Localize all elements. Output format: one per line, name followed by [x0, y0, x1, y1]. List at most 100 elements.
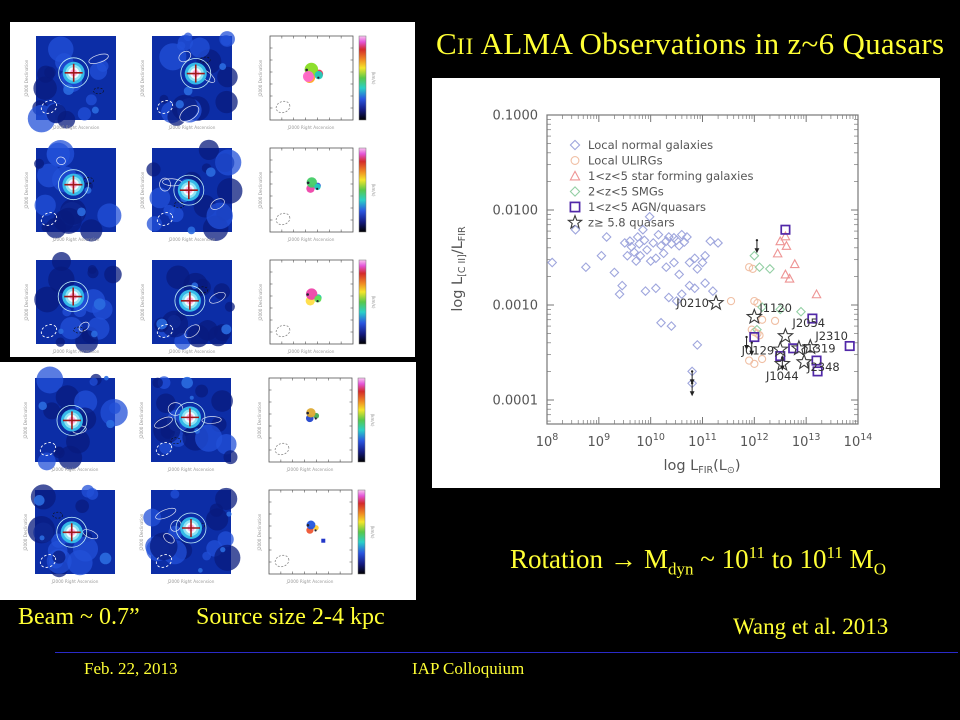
ra-axis-label: J2000 Right Ascension [52, 349, 100, 354]
x-tick-label: 1011 [688, 432, 717, 450]
velocity-colorbar [357, 377, 366, 463]
dec-axis-label: J2000 Declination [139, 401, 144, 439]
series-circle [726, 263, 780, 368]
cii-lfir-scatter-plot: 108 109 1010 1011 1012 1013 1014 0.1000 0.0100 0.… [450, 109, 873, 477]
velocity-colorbar [357, 489, 366, 575]
title-rest: ALMA Observations in z~6 Quasars [474, 26, 945, 61]
cii-intensity-map-panel [151, 376, 238, 465]
dec-axis-label: J2000 Declination [258, 171, 263, 209]
right-arrow-icon: → [610, 544, 638, 574]
rotation-mass-line: Rotation → Mdyn ~ 1011 to 1011 MO [438, 543, 958, 579]
mass-subscript: dyn [668, 559, 694, 579]
solar-mass-symbol: M [842, 544, 874, 574]
cii-intensity-map-panel [27, 484, 115, 578]
cii-intensity-map-panel [152, 31, 238, 126]
dec-axis-label: J2000 Declination [258, 283, 263, 321]
velocity-colorbar [358, 35, 367, 121]
cii-intensity-map-panel [143, 487, 241, 574]
ra-axis-label: J2000 Right Ascension [52, 237, 100, 242]
ra-axis-label: J2000 Right Ascension [167, 579, 215, 584]
cii-intensity-map-panel [152, 260, 235, 350]
dec-axis-label: J2000 Declination [257, 513, 262, 551]
x-tick-label: 1013 [792, 432, 821, 450]
y-tick-label: 0.1000 [493, 109, 539, 124]
cii-intensity-map-panel [146, 139, 243, 241]
x-tick-label: 1014 [844, 432, 873, 450]
mass-symbol: M [644, 544, 669, 574]
cii-velocity-map-panel [269, 35, 354, 121]
exponent-1: 11 [748, 543, 766, 562]
y-tick-label: 0.0001 [493, 394, 539, 409]
dec-axis-label: J2000 Declination [23, 513, 28, 551]
quasar-label: J2054 [791, 316, 825, 330]
footer-venue: IAP Colloquium [412, 659, 525, 678]
legend-label: Local normal galaxies [588, 138, 713, 152]
colorbar-unit-label: (km/s) [371, 72, 376, 85]
cii-maps-top-figure: J2000 Right Ascension J2000 Right Ascensi… [24, 31, 376, 354]
cii-map-row: J2000 Right Ascension J2000 Right Ascensi… [23, 484, 353, 584]
legend-label: 1<z<5 AGN/quasars [588, 200, 706, 214]
velocity-colorbar [358, 259, 367, 345]
quasar-label: J1319 [802, 341, 836, 355]
cii-velocity-map-panel [268, 377, 353, 463]
ra-axis-label: J2000 Right Ascension [286, 467, 334, 472]
cii-intensity-map-panel [34, 140, 122, 242]
cii-intensity-map-panel [34, 251, 122, 354]
x-tick-label: 1010 [636, 432, 665, 450]
cii-maps-top-card: J2000 Right Ascension J2000 Right Ascensi… [10, 22, 415, 357]
cii-velocity-map-panel [269, 147, 354, 233]
cii-velocity-map-panel [269, 259, 354, 345]
dec-axis-label: J2000 Declination [23, 401, 28, 439]
cii-maps-bottom-figure: J2000 Right Ascension J2000 Right Ascensi… [23, 366, 375, 584]
footer-divider [55, 652, 958, 653]
scatter-frame: 108 109 1010 1011 1012 1013 1014 0.1000 0.0100 0.… [493, 109, 873, 451]
colorbar-unit-label: (km/s) [371, 296, 376, 309]
dec-axis-label: J2000 Declination [258, 59, 263, 97]
cii-velocity-map-panel [268, 489, 353, 575]
cii-intensity-map-panel [35, 366, 128, 471]
beam-label: Beam ~ 0.7” [18, 604, 140, 630]
quasar-label: J0210 [675, 296, 709, 310]
ra-axis-label: J2000 Right Ascension [167, 467, 215, 472]
colorbar-unit-label: (km/s) [370, 414, 375, 427]
upper-limit-arrows [689, 239, 785, 397]
dec-axis-label: J2000 Declination [257, 401, 262, 439]
quasar-label: J0129 [741, 344, 775, 358]
title-ii-smallcaps: II [456, 34, 475, 59]
solar-mass-subscript: O [873, 559, 886, 579]
ra-axis-label: J2000 Right Ascension [51, 579, 99, 584]
ra-axis-label: J2000 Right Ascension [168, 237, 216, 242]
dec-axis-label: J2000 Declination [139, 513, 144, 551]
ra-axis-label: J2000 Right Ascension [286, 579, 334, 584]
dec-axis-label: J2000 Declination [140, 59, 145, 97]
ra-axis-label: J2000 Right Ascension [287, 237, 335, 242]
footer-date: Feb. 22, 2013 [84, 659, 178, 678]
legend-label: 1<z<5 star forming galaxies [588, 169, 753, 183]
ra-axis-label: J2000 Right Ascension [168, 125, 216, 130]
ra-axis-label: J2000 Right Ascension [51, 467, 99, 472]
quasar-label: J1120 [758, 301, 792, 315]
cii-map-row: J2000 Right Ascension J2000 Right Ascensi… [24, 251, 354, 354]
to-ten: to 10 [765, 544, 827, 574]
y-tick-label: 0.0010 [493, 299, 539, 314]
series-diamond [547, 211, 724, 389]
quasar-label: J2310 [814, 329, 848, 343]
dec-axis-label: J2000 Declination [24, 59, 29, 97]
exponent-2: 11 [826, 543, 843, 562]
quasar-label: J2348 [806, 360, 840, 374]
velocity-colorbar [358, 147, 367, 233]
y-axis-title: log L[C II]/LFIR [450, 226, 468, 312]
cii-maps-bottom-card: J2000 Right Ascension J2000 Right Ascensi… [0, 362, 416, 600]
ra-axis-label: J2000 Right Ascension [52, 125, 100, 130]
legend-label: Local ULIRGs [588, 154, 663, 168]
approx-ten: ~ 10 [693, 544, 749, 574]
quasar-label: J1044 [765, 369, 799, 383]
cii-lfir-scatter-card: 108 109 1010 1011 1012 1013 1014 0.1000 0.0100 0.… [432, 78, 940, 488]
dec-axis-label: J2000 Declination [24, 283, 29, 321]
legend-label: 2<z<5 SMGs [588, 185, 664, 199]
x-axis-title: log LFIR(L⊙) [663, 458, 740, 476]
ra-axis-label: J2000 Right Ascension [287, 125, 335, 130]
